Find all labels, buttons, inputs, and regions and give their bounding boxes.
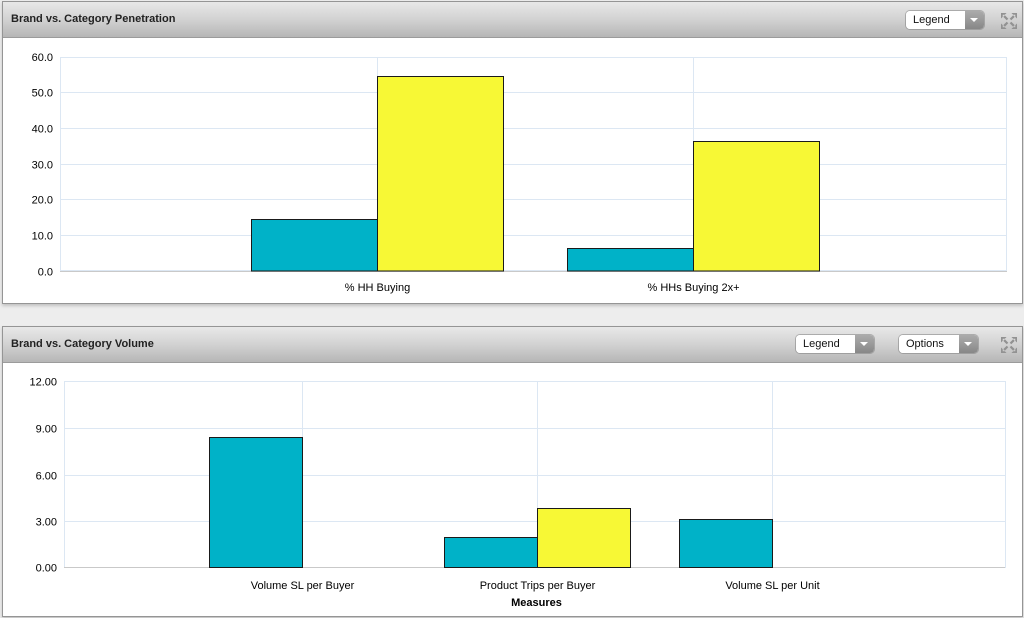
svg-text:50.0: 50.0 [32,88,53,100]
svg-text:6.00: 6.00 [36,471,57,483]
svg-text:% HH Buying: % HH Buying [345,282,410,294]
svg-text:Measures: Measures [511,597,562,609]
svg-text:30.0: 30.0 [32,160,53,172]
svg-text:% HHs Buying 2x+: % HHs Buying 2x+ [647,282,739,294]
svg-text:9.00: 9.00 [36,424,57,436]
svg-text:3.00: 3.00 [36,517,57,529]
svg-text:12.00: 12.00 [29,377,57,389]
svg-text:0.0: 0.0 [38,267,53,279]
svg-text:Volume SL per Unit: Volume SL per Unit [725,580,819,592]
svg-text:Volume SL per Buyer: Volume SL per Buyer [251,580,355,592]
svg-text:60.0: 60.0 [32,52,53,64]
svg-text:Product Trips per Buyer: Product Trips per Buyer [480,580,596,592]
svg-text:40.0: 40.0 [32,124,53,136]
svg-text:20.0: 20.0 [32,195,53,207]
svg-text:0.00: 0.00 [36,563,57,575]
svg-text:10.0: 10.0 [32,231,53,243]
